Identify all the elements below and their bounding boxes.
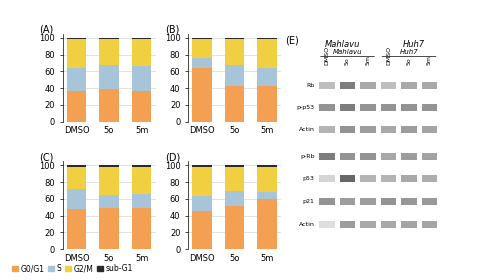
Bar xyxy=(192,167,212,195)
Bar xyxy=(225,167,244,191)
Bar xyxy=(225,39,244,65)
Bar xyxy=(192,211,212,249)
Bar xyxy=(258,39,277,68)
Bar xyxy=(225,65,244,87)
Bar xyxy=(225,191,244,206)
Bar xyxy=(100,195,119,208)
Bar xyxy=(225,206,244,249)
Bar xyxy=(225,87,244,122)
Bar xyxy=(258,38,277,39)
Bar xyxy=(258,167,277,192)
Bar xyxy=(100,38,119,39)
Bar xyxy=(258,199,277,249)
Text: (E): (E) xyxy=(285,36,299,46)
Bar xyxy=(100,165,119,167)
Bar xyxy=(258,192,277,199)
Text: Huh7: Huh7 xyxy=(402,40,425,49)
Bar xyxy=(258,68,277,87)
Bar xyxy=(225,165,244,167)
Bar xyxy=(132,167,152,194)
Bar xyxy=(66,92,86,122)
Bar xyxy=(192,195,212,211)
Bar xyxy=(66,209,86,249)
Bar xyxy=(132,165,152,167)
Text: Mahlavu: Mahlavu xyxy=(325,40,360,49)
Bar xyxy=(258,87,277,122)
Text: (A): (A) xyxy=(39,25,54,35)
Bar xyxy=(258,165,277,167)
Bar xyxy=(192,58,212,68)
Bar xyxy=(132,91,152,122)
Bar xyxy=(66,167,86,189)
Bar xyxy=(100,208,119,249)
Bar xyxy=(132,194,152,208)
Bar xyxy=(132,208,152,249)
Text: (C): (C) xyxy=(39,152,54,162)
Bar xyxy=(66,165,86,167)
Bar xyxy=(132,38,152,39)
Bar xyxy=(66,189,86,209)
Bar xyxy=(132,66,152,91)
Bar xyxy=(100,89,119,122)
Bar xyxy=(66,38,86,39)
Bar xyxy=(192,68,212,122)
Bar xyxy=(100,167,119,195)
Text: (D): (D) xyxy=(165,152,180,162)
Bar xyxy=(192,38,212,39)
Bar xyxy=(100,39,119,66)
Legend: G0/G1, S, G2/M, sub-G1: G0/G1, S, G2/M, sub-G1 xyxy=(9,261,136,276)
Bar xyxy=(192,39,212,58)
Bar xyxy=(100,66,119,89)
Bar xyxy=(225,38,244,39)
Text: (B): (B) xyxy=(165,25,179,35)
Bar xyxy=(66,68,86,92)
Bar xyxy=(132,39,152,66)
Bar xyxy=(192,165,212,167)
Bar xyxy=(66,39,86,68)
